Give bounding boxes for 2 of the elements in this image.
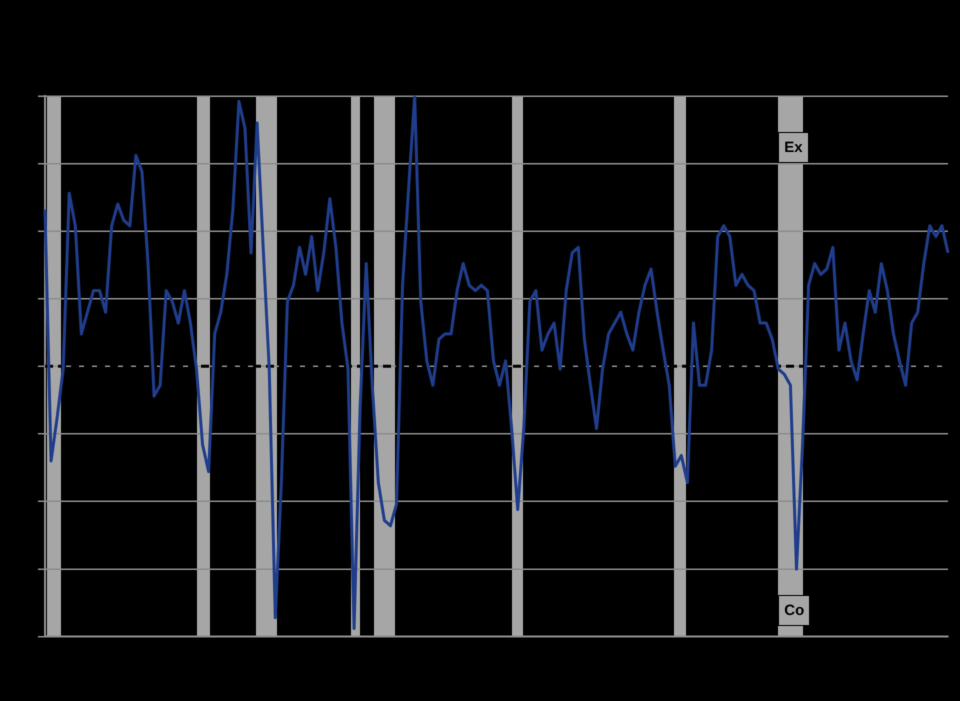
annotation: Co	[778, 594, 810, 626]
annotation: Ex	[778, 132, 809, 163]
